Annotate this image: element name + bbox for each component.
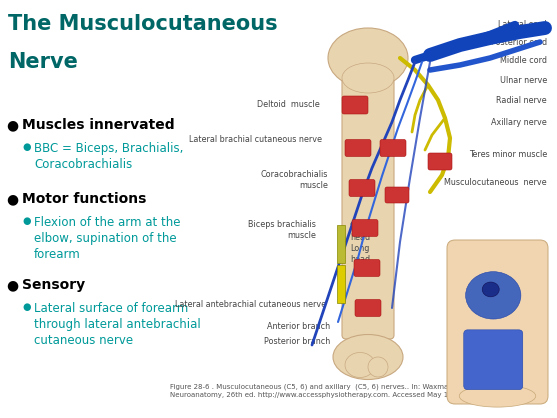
Text: elbow, supination of the: elbow, supination of the — [34, 232, 177, 245]
FancyBboxPatch shape — [345, 140, 371, 156]
Text: The Musculocutaneous: The Musculocutaneous — [8, 14, 277, 34]
FancyBboxPatch shape — [342, 96, 368, 114]
Text: Lateral surface of forearm: Lateral surface of forearm — [34, 302, 188, 315]
Bar — [337, 265, 345, 303]
Text: Lateral antebrachial cutaneous nerve: Lateral antebrachial cutaneous nerve — [175, 300, 326, 309]
Text: Muscles innervated: Muscles innervated — [22, 118, 175, 132]
Ellipse shape — [333, 334, 403, 380]
Text: Flexion of the arm at the: Flexion of the arm at the — [34, 216, 180, 229]
Text: Posterior branch: Posterior branch — [264, 337, 330, 346]
Ellipse shape — [345, 352, 375, 377]
Text: Coracobrachialis: Coracobrachialis — [34, 158, 132, 171]
Text: Anterior branch: Anterior branch — [267, 322, 330, 331]
Text: Sensory distribution: Sensory distribution — [466, 390, 547, 399]
Ellipse shape — [328, 28, 408, 88]
Text: ●: ● — [22, 142, 31, 152]
Text: Figure 28-6 . Musculocutaneous (C5, 6) and axillary  (C5, 6) nerves.. In: Waxman: Figure 28-6 . Musculocutaneous (C5, 6) a… — [170, 384, 495, 398]
Text: ●: ● — [6, 192, 18, 206]
Text: forearm: forearm — [34, 248, 81, 261]
Text: Teres minor muscle: Teres minor muscle — [469, 150, 547, 159]
FancyBboxPatch shape — [385, 187, 409, 203]
Text: ●: ● — [6, 118, 18, 132]
Text: Middle cord: Middle cord — [500, 56, 547, 65]
FancyBboxPatch shape — [380, 140, 406, 156]
FancyBboxPatch shape — [355, 300, 381, 316]
Text: Radial nerve: Radial nerve — [496, 96, 547, 105]
Text: Coracobrachialis
muscle: Coracobrachialis muscle — [261, 170, 328, 190]
Text: Axillary
nerve: Axillary nerve — [517, 312, 547, 332]
FancyBboxPatch shape — [447, 240, 548, 404]
Text: Axillary nerve: Axillary nerve — [491, 118, 547, 127]
Text: Musculocutaneous
nerve: Musculocutaneous nerve — [472, 355, 547, 375]
Bar — [337, 225, 345, 263]
Text: Nerve: Nerve — [8, 52, 78, 72]
Ellipse shape — [482, 282, 499, 297]
Text: Posterior cord: Posterior cord — [491, 38, 547, 47]
Text: Lateral brachial cutaneous nerve: Lateral brachial cutaneous nerve — [189, 135, 322, 144]
FancyBboxPatch shape — [354, 260, 380, 276]
FancyBboxPatch shape — [464, 330, 523, 390]
Text: ●: ● — [22, 216, 31, 226]
Text: Motor functions: Motor functions — [22, 192, 146, 206]
FancyBboxPatch shape — [349, 179, 375, 196]
FancyBboxPatch shape — [352, 219, 378, 237]
Text: Brachialis muscle: Brachialis muscle — [476, 262, 547, 271]
Ellipse shape — [368, 357, 388, 377]
Text: through lateral antebrachial: through lateral antebrachial — [34, 318, 201, 331]
Text: ●: ● — [22, 302, 31, 312]
Text: Deltoid  muscle: Deltoid muscle — [257, 100, 320, 109]
Ellipse shape — [466, 272, 521, 319]
Text: cutaneous nerve: cutaneous nerve — [34, 334, 133, 347]
FancyBboxPatch shape — [428, 153, 452, 170]
Ellipse shape — [460, 385, 536, 407]
Text: Ulnar nerve: Ulnar nerve — [500, 76, 547, 85]
Text: ●: ● — [6, 278, 18, 292]
Text: Musculocutaneous  nerve: Musculocutaneous nerve — [444, 178, 547, 187]
Text: Biceps brachialis
muscle: Biceps brachialis muscle — [248, 220, 316, 240]
Text: BBC = Biceps, Brachialis,: BBC = Biceps, Brachialis, — [34, 142, 183, 155]
FancyBboxPatch shape — [342, 66, 394, 339]
Ellipse shape — [342, 63, 394, 93]
Text: Short
head
Long
head: Short head Long head — [350, 222, 372, 264]
Text: Sensory: Sensory — [22, 278, 85, 292]
Text: Lateral cord: Lateral cord — [499, 20, 547, 29]
